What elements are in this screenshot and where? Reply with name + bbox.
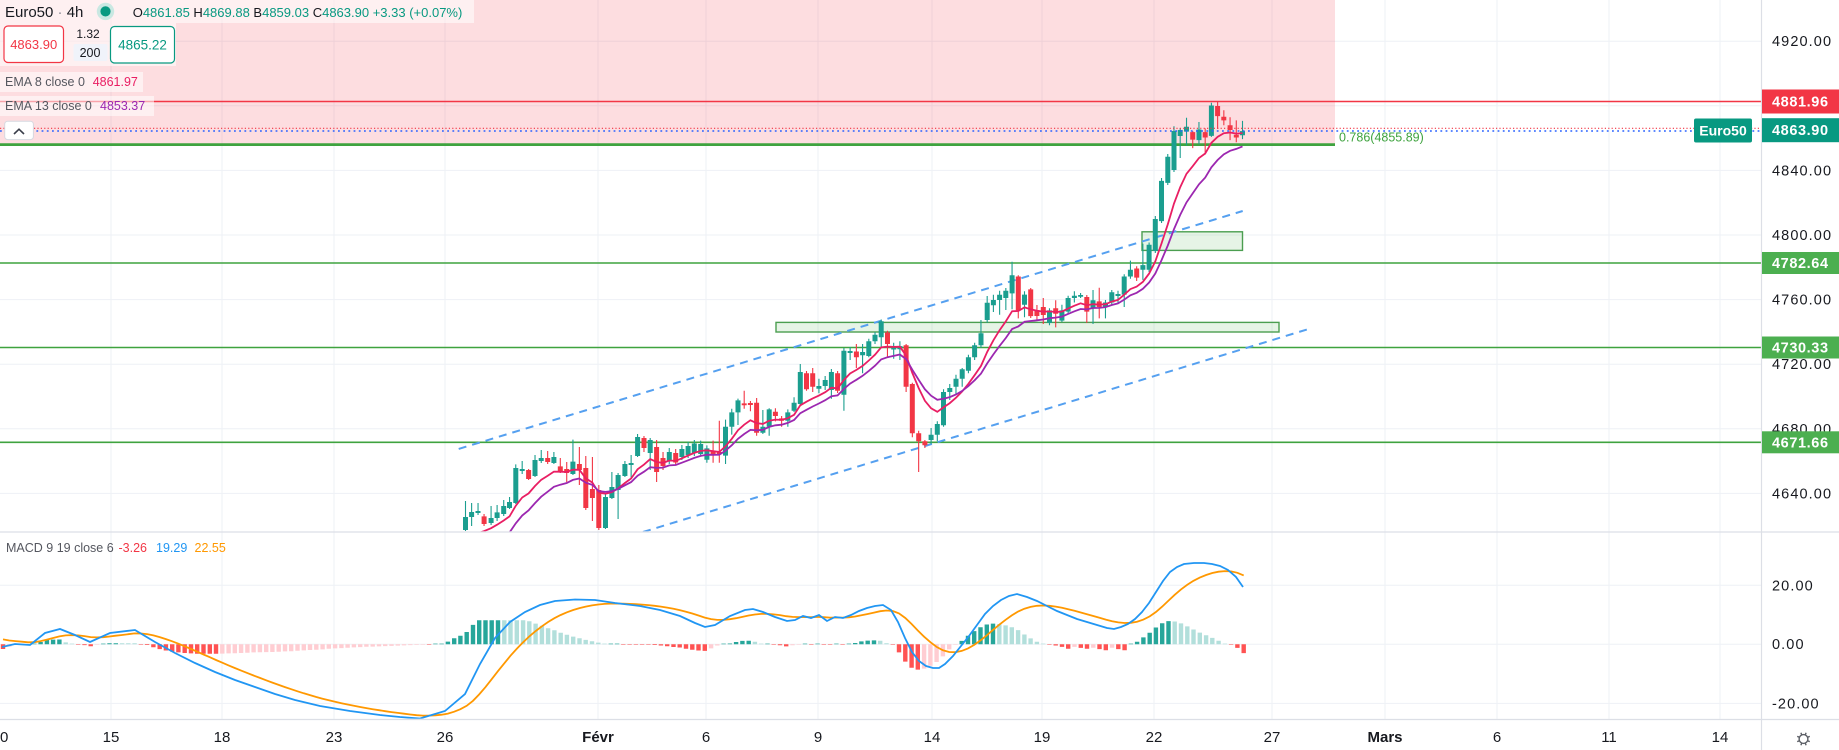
svg-text:6: 6: [702, 729, 710, 746]
svg-text:EMA 8 close 0: EMA 8 close 0: [5, 75, 85, 89]
svg-text:0.00: 0.00: [1772, 637, 1805, 653]
svg-text:Févr: Févr: [582, 729, 614, 746]
svg-text:Mars: Mars: [1367, 729, 1402, 746]
svg-text:4671.66: 4671.66: [1772, 435, 1829, 451]
svg-text:4760.00: 4760.00: [1772, 293, 1832, 309]
svg-text:4840.00: 4840.00: [1772, 163, 1832, 179]
svg-text:19: 19: [1034, 729, 1051, 746]
svg-text:4782.64: 4782.64: [1772, 256, 1829, 272]
svg-text:4861.97: 4861.97: [93, 75, 138, 89]
svg-text:-3.26: -3.26: [119, 541, 148, 555]
svg-text:6: 6: [1493, 729, 1501, 746]
svg-text:9: 9: [814, 729, 822, 746]
svg-text:4863.90: 4863.90: [10, 37, 57, 52]
svg-text:1.32: 1.32: [76, 27, 100, 41]
svg-text:14: 14: [1712, 729, 1729, 746]
svg-text:4865.22: 4865.22: [118, 38, 167, 53]
svg-text:200: 200: [80, 46, 101, 60]
svg-text:15: 15: [103, 729, 120, 746]
svg-text:23: 23: [326, 729, 343, 746]
svg-text:0.786(4855.89): 0.786(4855.89): [1339, 131, 1424, 145]
svg-text:EMA 13 close 0: EMA 13 close 0: [5, 99, 92, 113]
svg-text:11: 11: [1601, 729, 1617, 746]
svg-text:4730.33: 4730.33: [1772, 341, 1829, 357]
svg-text:4920.00: 4920.00: [1772, 34, 1832, 50]
svg-text:26: 26: [437, 729, 454, 746]
svg-text:4720.00: 4720.00: [1772, 357, 1832, 373]
svg-text:0: 0: [0, 729, 8, 746]
svg-text:19.29: 19.29: [156, 541, 187, 555]
svg-text:Euro50 · 4h: Euro50 · 4h: [5, 4, 83, 21]
svg-text:4863.90: 4863.90: [1772, 123, 1829, 139]
svg-text:O4861.85 H4869.88 B4859.03 C48: O4861.85 H4869.88 B4859.03 C4863.90 +3.3…: [133, 5, 463, 20]
svg-text:4800.00: 4800.00: [1772, 228, 1832, 244]
svg-text:4853.37: 4853.37: [100, 99, 145, 113]
svg-text:22.55: 22.55: [195, 541, 226, 555]
svg-text:MACD 9 19 close 6: MACD 9 19 close 6: [6, 541, 114, 555]
svg-text:18: 18: [214, 729, 231, 746]
svg-text:20.00: 20.00: [1772, 578, 1814, 594]
svg-text:Euro50: Euro50: [1699, 123, 1747, 139]
svg-text:27: 27: [1264, 729, 1281, 746]
svg-text:22: 22: [1146, 729, 1163, 746]
svg-text:14: 14: [924, 729, 941, 746]
svg-text:4881.96: 4881.96: [1772, 95, 1829, 111]
svg-text:4640.00: 4640.00: [1772, 486, 1832, 502]
svg-text:-20.00: -20.00: [1772, 696, 1820, 712]
